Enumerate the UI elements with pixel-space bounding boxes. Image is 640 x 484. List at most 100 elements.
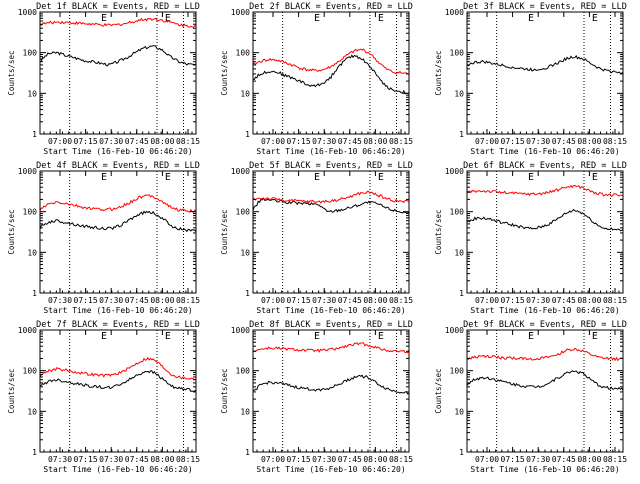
x-tick-label: 07:00 bbox=[261, 455, 285, 464]
y-tick-label: 100 bbox=[23, 208, 38, 217]
marker-label: E bbox=[592, 172, 598, 183]
x-tick-label: 07:15 bbox=[501, 296, 525, 305]
marker-label: E bbox=[592, 13, 598, 24]
x-tick-label: 08:15 bbox=[389, 137, 413, 146]
marker-label: E bbox=[101, 172, 107, 183]
x-tick-label: 07:00 bbox=[48, 137, 72, 146]
marker-label: E bbox=[165, 172, 171, 183]
plot-frame bbox=[252, 170, 410, 294]
x-axis-label: Start Time (16-Feb-10 06:46:20) bbox=[43, 306, 192, 315]
y-tick-label: 100 bbox=[450, 208, 465, 217]
y-axis-label: Counts/sec bbox=[7, 368, 16, 413]
y-axis-label: Counts/sec bbox=[434, 50, 443, 95]
x-tick-label: 08:00 bbox=[150, 296, 174, 305]
chart-title: Det 9f BLACK = Events, RED = LLD bbox=[463, 320, 627, 330]
x-axis-label: Start Time (16-Feb-10 06:46:20) bbox=[256, 306, 405, 315]
marker-label: E bbox=[314, 331, 320, 342]
x-tick-label: 07:45 bbox=[125, 455, 149, 464]
x-tick-label: 08:00 bbox=[577, 296, 601, 305]
x-tick-label: 07:15 bbox=[74, 455, 98, 464]
y-tick-label: 1000 bbox=[231, 167, 250, 176]
chart-title: Det 1f BLACK = Events, RED = LLD bbox=[36, 2, 200, 12]
x-tick-label: 07:00 bbox=[261, 137, 285, 146]
plot-frame bbox=[39, 329, 197, 453]
x-tick-label: 07:00 bbox=[475, 455, 499, 464]
series-line bbox=[252, 54, 410, 95]
y-tick-label: 1000 bbox=[18, 8, 37, 17]
marker-label: E bbox=[101, 331, 107, 342]
y-tick-label: 10 bbox=[454, 248, 464, 257]
marker-label: E bbox=[101, 13, 107, 24]
plot-frame bbox=[466, 329, 624, 453]
series-line bbox=[252, 374, 410, 395]
series-line bbox=[39, 45, 197, 67]
plot-frame bbox=[252, 11, 410, 135]
y-tick-label: 1 bbox=[245, 289, 250, 298]
chart-title: Det 6f BLACK = Events, RED = LLD bbox=[463, 161, 627, 171]
y-axis-label: Counts/sec bbox=[7, 209, 16, 254]
x-tick-label: 07:45 bbox=[125, 137, 149, 146]
y-tick-label: 1 bbox=[459, 289, 464, 298]
y-axis-label: Counts/sec bbox=[434, 368, 443, 413]
x-tick-label: 07:45 bbox=[552, 296, 576, 305]
y-tick-label: 1000 bbox=[231, 8, 250, 17]
plot-frame bbox=[466, 11, 624, 135]
marker-label: E bbox=[378, 172, 384, 183]
y-tick-label: 100 bbox=[236, 49, 251, 58]
x-tick-label: 07:45 bbox=[552, 137, 576, 146]
x-tick-label: 07:00 bbox=[261, 296, 285, 305]
x-tick-label: 08:15 bbox=[176, 296, 200, 305]
x-tick-label: 07:45 bbox=[552, 455, 576, 464]
y-axis-label: Counts/sec bbox=[7, 50, 16, 95]
series-line bbox=[252, 48, 410, 75]
chart-title: Det 4f BLACK = Events, RED = LLD bbox=[36, 161, 200, 171]
chart-title: Det 7f BLACK = Events, RED = LLD bbox=[36, 320, 200, 330]
x-tick-label: 08:00 bbox=[577, 137, 601, 146]
chart-title: Det 5f BLACK = Events, RED = LLD bbox=[249, 161, 413, 171]
x-tick-label: 07:15 bbox=[501, 137, 525, 146]
y-axis-label: Counts/sec bbox=[434, 209, 443, 254]
x-axis-label: Start Time (16-Feb-10 06:46:20) bbox=[470, 147, 619, 156]
series-line bbox=[39, 370, 197, 393]
y-tick-label: 100 bbox=[450, 367, 465, 376]
y-tick-label: 10 bbox=[240, 89, 250, 98]
x-tick-label: 07:30 bbox=[48, 296, 72, 305]
series-line bbox=[466, 54, 624, 74]
series-line bbox=[39, 210, 197, 233]
y-tick-label: 10 bbox=[27, 89, 37, 98]
y-tick-label: 1000 bbox=[18, 167, 37, 176]
x-tick-label: 07:45 bbox=[125, 296, 149, 305]
y-tick-label: 100 bbox=[236, 367, 251, 376]
x-tick-label: 07:30 bbox=[99, 455, 123, 464]
x-axis-label: Start Time (16-Feb-10 06:46:20) bbox=[43, 147, 192, 156]
y-tick-label: 1 bbox=[245, 130, 250, 139]
x-tick-label: 07:00 bbox=[475, 296, 499, 305]
series-line bbox=[466, 370, 624, 391]
x-tick-label: 07:30 bbox=[312, 137, 336, 146]
x-tick-label: 08:00 bbox=[363, 455, 387, 464]
x-tick-label: 07:15 bbox=[287, 455, 311, 464]
series-line bbox=[39, 194, 197, 214]
x-tick-label: 08:00 bbox=[577, 455, 601, 464]
x-tick-label: 08:00 bbox=[150, 455, 174, 464]
x-tick-label: 08:15 bbox=[603, 296, 627, 305]
y-tick-label: 1 bbox=[32, 448, 37, 457]
x-tick-label: 07:00 bbox=[475, 137, 499, 146]
x-tick-label: 08:15 bbox=[389, 455, 413, 464]
series-line bbox=[252, 197, 410, 215]
y-axis-label: Counts/sec bbox=[220, 50, 229, 95]
x-tick-label: 08:00 bbox=[150, 137, 174, 146]
x-tick-label: 07:15 bbox=[74, 296, 98, 305]
x-axis-label: Start Time (16-Feb-10 06:46:20) bbox=[470, 465, 619, 474]
x-tick-label: 08:15 bbox=[389, 296, 413, 305]
x-axis-label: Start Time (16-Feb-10 06:46:20) bbox=[43, 465, 192, 474]
y-tick-label: 100 bbox=[23, 49, 38, 58]
x-tick-label: 07:30 bbox=[99, 296, 123, 305]
x-tick-label: 08:15 bbox=[176, 137, 200, 146]
x-tick-label: 08:15 bbox=[176, 455, 200, 464]
series-line bbox=[466, 184, 624, 197]
marker-label: E bbox=[378, 13, 384, 24]
y-tick-label: 1000 bbox=[18, 326, 37, 335]
series-line bbox=[466, 208, 624, 232]
